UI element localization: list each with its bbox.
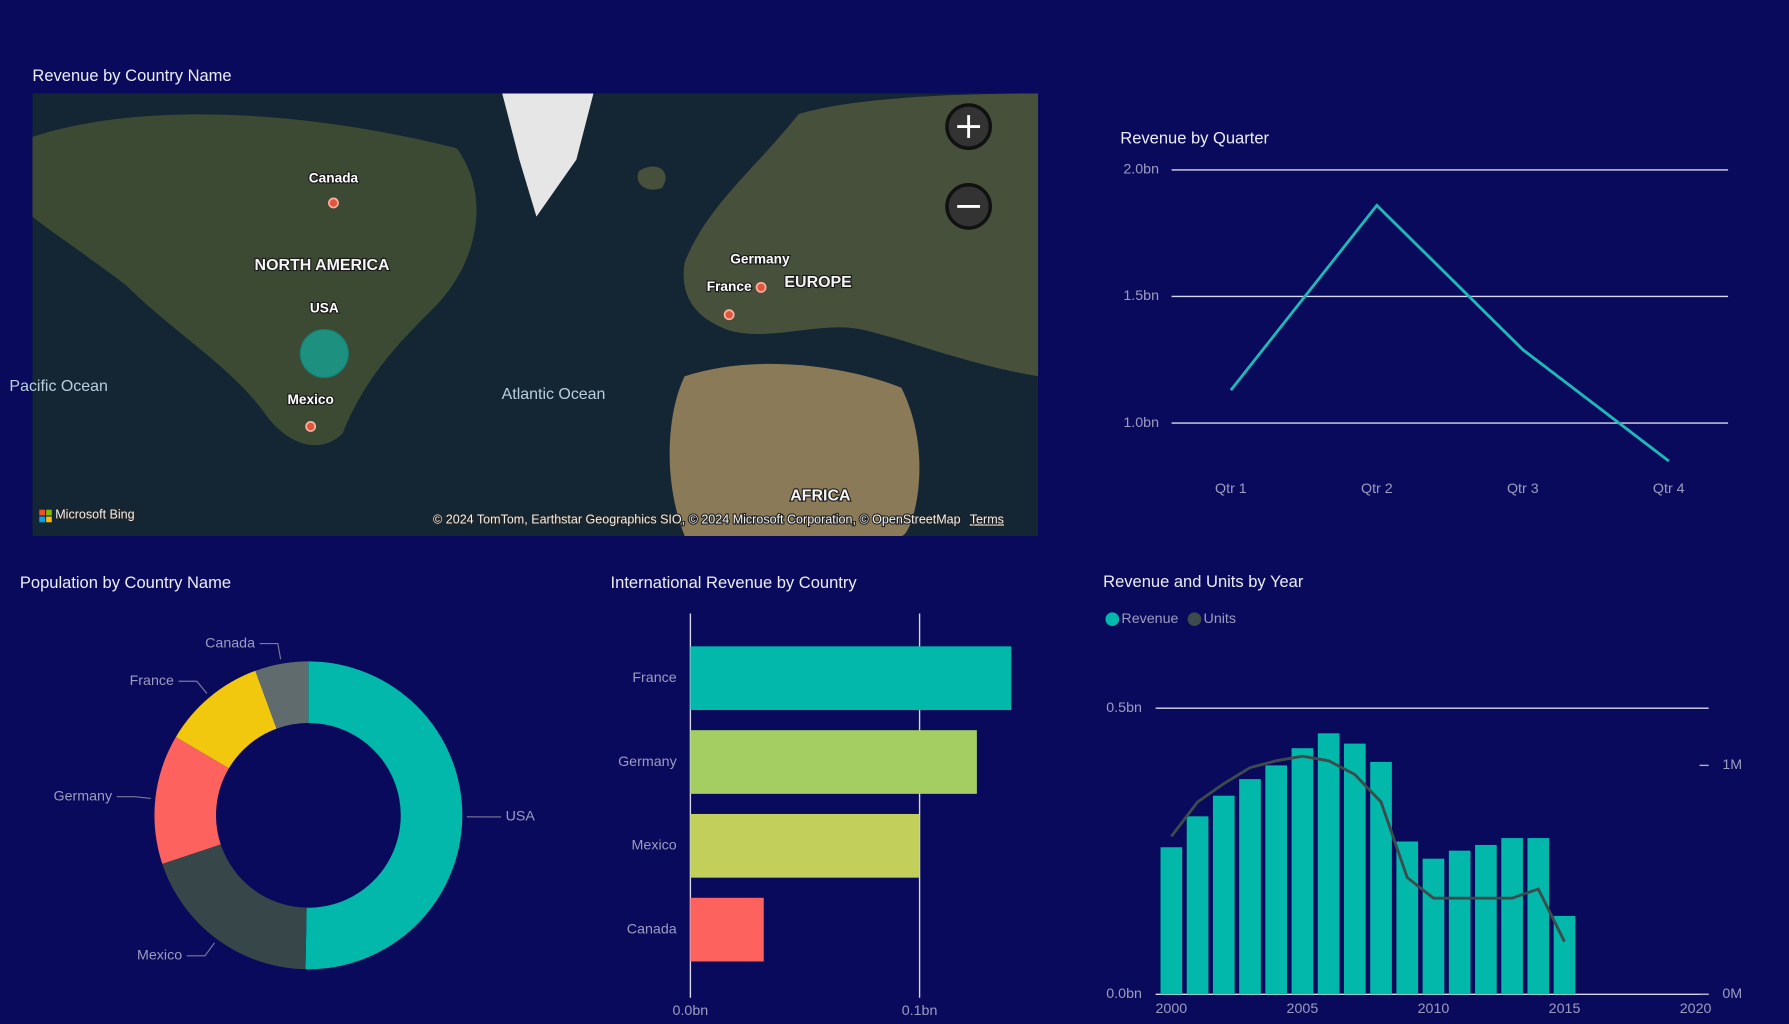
zoom-in-button[interactable] — [945, 103, 992, 150]
legend-label[interactable]: Revenue — [1121, 611, 1178, 627]
bar[interactable] — [690, 646, 1012, 711]
map-terms-link[interactable]: Terms — [969, 511, 1005, 527]
bar[interactable] — [1396, 841, 1419, 995]
chart-title: Revenue by Country Name — [32, 66, 231, 85]
x-tick-label: Qtr 2 — [1361, 481, 1393, 497]
bar[interactable] — [1527, 838, 1550, 995]
map-place-label: Pacific Ocean — [9, 378, 107, 395]
y-tick-label: Canada — [627, 921, 677, 937]
map-attribution: © 2024 TomTom, Earthstar Geographics SIO… — [433, 512, 961, 526]
zoom-out-button[interactable] — [945, 183, 992, 230]
donut-slice[interactable] — [154, 736, 229, 864]
bar[interactable] — [1160, 847, 1183, 995]
line-series — [1229, 203, 1670, 463]
bar[interactable] — [690, 730, 977, 794]
map-marker[interactable] — [299, 328, 349, 379]
x-tick-label: 0.0bn — [673, 1003, 709, 1019]
x-tick-label: 2015 — [1549, 1001, 1581, 1017]
x-tick-label: Qtr 1 — [1215, 481, 1247, 497]
chart-title: International Revenue by Country — [611, 573, 858, 592]
bar[interactable] — [1475, 844, 1497, 995]
leader-line — [259, 642, 282, 660]
chart-title: Revenue by Quarter — [1120, 128, 1269, 147]
bing-logo-icon — [39, 509, 52, 523]
slice-label: Canada — [205, 635, 255, 651]
slice-label: Mexico — [137, 948, 182, 964]
x-tick-label: Qtr 3 — [1507, 481, 1539, 497]
bar[interactable] — [1501, 838, 1523, 995]
map-marker[interactable] — [305, 421, 317, 432]
bar[interactable] — [1422, 858, 1445, 995]
map-marker-label: Canada — [309, 171, 359, 186]
donut-slice[interactable] — [255, 661, 309, 729]
bar[interactable] — [1265, 765, 1288, 995]
legend-marker[interactable] — [1105, 612, 1120, 627]
donut-slice[interactable] — [162, 844, 307, 970]
y-tick-label: 1.5bn — [1123, 288, 1159, 304]
line-series — [1170, 754, 1566, 943]
map-marker-label: Mexico — [287, 392, 333, 407]
legend-label[interactable]: Units — [1204, 611, 1236, 627]
donut-slice[interactable] — [175, 670, 277, 769]
map-marker[interactable] — [755, 281, 767, 293]
map-marker[interactable] — [723, 309, 735, 321]
y2-tick-label: 1M — [1722, 757, 1742, 773]
leader-line — [178, 680, 208, 694]
x-tick-label: 2020 — [1680, 1001, 1712, 1017]
x-tick-label: 2005 — [1287, 1001, 1319, 1017]
donut-slice[interactable] — [305, 661, 463, 970]
map-background — [32, 93, 1039, 536]
slice-label: Germany — [53, 788, 112, 804]
map-place-label: NORTH AMERICA — [255, 257, 390, 274]
bar[interactable] — [1553, 915, 1576, 995]
y-tick-label: Mexico — [632, 838, 677, 854]
chart-title: Population by Country Name — [20, 573, 231, 592]
x-tick-label: 2010 — [1418, 1001, 1450, 1017]
y2-tick-label: 0M — [1722, 986, 1742, 1002]
x-tick-label: Qtr 4 — [1653, 481, 1685, 497]
bar[interactable] — [1448, 850, 1471, 995]
bar[interactable] — [1370, 761, 1392, 995]
x-tick-label: 0.1bn — [902, 1003, 938, 1019]
y-tick-label: 2.0bn — [1123, 162, 1159, 178]
map-marker-label: France — [707, 279, 752, 294]
slice-label: France — [130, 673, 174, 689]
bar[interactable] — [690, 897, 764, 962]
map-marker[interactable] — [328, 197, 339, 209]
y-tick-label: 1.0bn — [1123, 415, 1159, 431]
y-tick-label: 0.5bn — [1106, 700, 1142, 716]
leader-line — [186, 942, 215, 957]
y-tick-label: Germany — [618, 754, 677, 770]
x-tick-label: 2000 — [1156, 1001, 1188, 1017]
slice-label: USA — [506, 809, 536, 825]
chart-title: Revenue and Units by Year — [1103, 572, 1304, 591]
y-tick-label: 0.0bn — [1106, 986, 1142, 1002]
bar[interactable] — [1344, 743, 1366, 995]
bar[interactable] — [1212, 795, 1235, 995]
bar[interactable] — [690, 813, 920, 878]
bar[interactable] — [1239, 779, 1261, 995]
map-logo: Microsoft Bing — [55, 508, 134, 522]
bar[interactable] — [1186, 816, 1209, 995]
bar[interactable] — [1291, 748, 1314, 995]
leader-line — [116, 796, 151, 799]
map-place-label: AFRICA — [790, 487, 851, 504]
map-place-label: EUROPE — [784, 274, 852, 291]
map-marker-label: USA — [310, 301, 339, 316]
legend-marker[interactable] — [1187, 612, 1202, 627]
y-tick-label: France — [632, 670, 676, 686]
bar[interactable] — [1317, 733, 1340, 995]
map-marker-label: Germany — [730, 252, 790, 267]
map-place-label: Atlantic Ocean — [502, 386, 606, 403]
